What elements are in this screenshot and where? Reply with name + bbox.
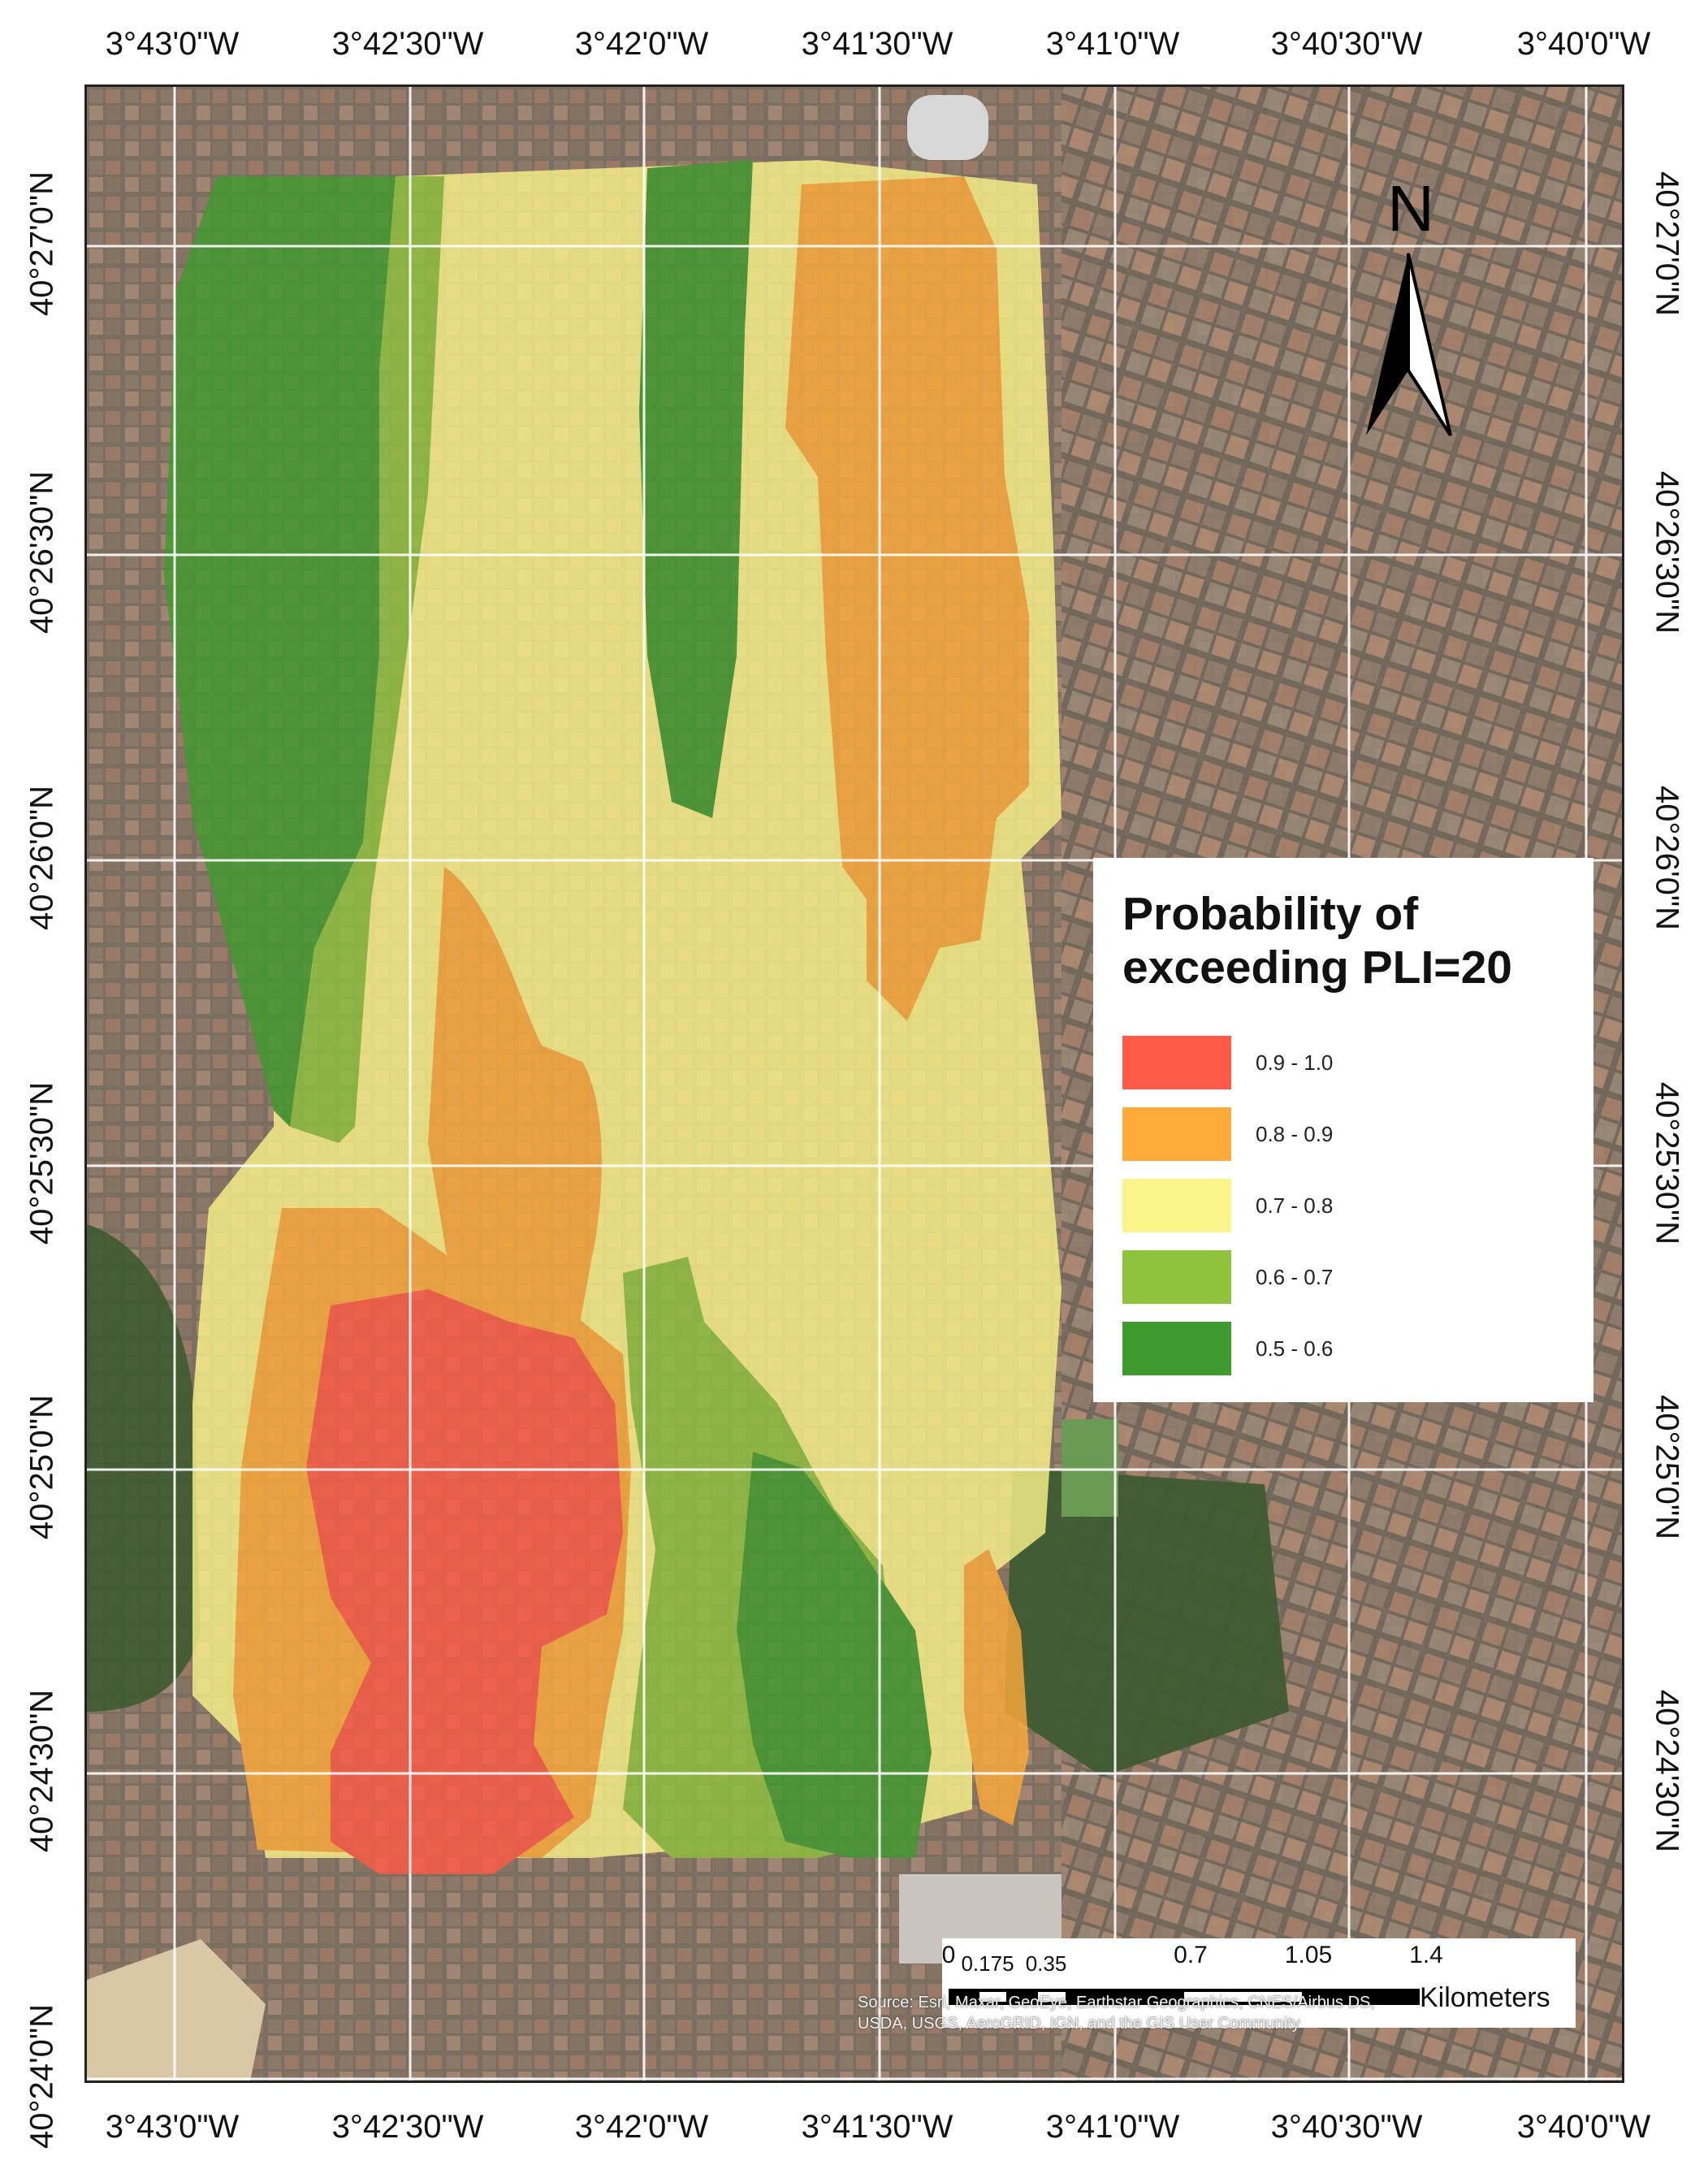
bottom-lon-label: 3°40'30"W: [1270, 2109, 1423, 2145]
zone-0.8-0.9: [964, 1549, 1029, 1825]
legend-swatch: [1122, 1036, 1231, 1089]
left-lat-label: 40°24'0"N: [24, 2004, 60, 2149]
open-lot: [87, 1939, 266, 2081]
legend-item: 0.6 - 0.7: [1122, 1241, 1564, 1313]
legend-rows: 0.9 - 1.0 0.8 - 0.9 0.7 - 0.8 0.6 - 0.7 0.5 …: [1122, 1027, 1564, 1384]
bottom-lon-label: 3°40'0"W: [1516, 2109, 1651, 2145]
scale-tick-label: 0.175: [961, 1951, 1014, 1976]
legend-label: 0.7 - 0.8: [1256, 1193, 1334, 1218]
zone-0.5-0.6: [639, 160, 753, 818]
scale-units: Kilometers: [1420, 1982, 1550, 2013]
legend-swatch: [1122, 1107, 1231, 1161]
legend: Probability of exceeding PLI=20 0.9 - 1.…: [1093, 858, 1593, 1402]
attribution: Source: Esri, Maxar, GeoEye, Earthstar G…: [858, 1992, 1572, 2034]
top-lon-label: 3°43'0"W: [105, 26, 240, 62]
legend-item: 0.8 - 0.9: [1122, 1098, 1564, 1170]
left-lat-label: 40°25'0"N: [24, 1395, 60, 1539]
legend-item: 0.7 - 0.8: [1122, 1170, 1564, 1241]
attribution-line: Source: Esri, Maxar, GeoEye, Earthstar G…: [858, 1994, 1375, 2011]
legend-title-line: exceeding PLI=20: [1122, 942, 1512, 994]
legend-item: 0.9 - 1.0: [1122, 1027, 1564, 1098]
zone-0.5-0.6: [164, 176, 396, 1127]
legend-swatch: [1122, 1179, 1231, 1232]
bottom-lon-label: 3°42'0"W: [574, 2109, 709, 2145]
right-lat-label: 40°26'30"N: [1649, 470, 1685, 634]
scale-bar-graphic: [949, 1989, 1420, 2005]
sports-field: [1062, 1419, 1118, 1517]
stadium: [907, 95, 988, 160]
map-frame: [84, 84, 1624, 2083]
attribution-line: USDA, USGS, AeroGRID, IGN, and the GIS U…: [858, 2015, 1300, 2033]
map-canvas: [87, 87, 1622, 2081]
zone-0.9-1.0: [306, 1289, 623, 1874]
zone-0.5-0.6: [737, 1452, 932, 1858]
left-lat-label: 40°25'30"N: [24, 1081, 60, 1245]
scale-bar: 0 0.175 0.35 0.7 1.05 1.4 Kilometers: [942, 1938, 1576, 2028]
top-lon-label: 3°41'0"W: [1045, 26, 1180, 62]
north-label: N: [1387, 175, 1434, 245]
top-lon-label: 3°41'30"W: [801, 26, 953, 62]
bottom-lon-label: 3°41'30"W: [801, 2109, 953, 2145]
scale-tick-label: 0: [941, 1942, 956, 1968]
right-lat-label: 40°27'0"N: [1649, 171, 1685, 316]
scale-tick-label: 1.05: [1284, 1942, 1333, 1968]
right-lat-label: 40°24'30"N: [1649, 1689, 1685, 1853]
legend-label: 0.6 - 0.7: [1256, 1264, 1334, 1289]
legend-title-line: Probability of: [1122, 888, 1419, 940]
zone-0.8-0.9: [785, 176, 1029, 1021]
left-lat-label: 40°26'0"N: [24, 786, 60, 930]
right-lat-label: 40°25'0"N: [1649, 1395, 1685, 1539]
left-lat-label: 40°27'0"N: [24, 171, 60, 316]
probability-zones: [164, 160, 1062, 1874]
bottom-lon-label: 3°42'30"W: [331, 2109, 484, 2145]
right-lat-label: 40°26'0"N: [1649, 786, 1685, 930]
top-lon-label: 3°40'30"W: [1270, 26, 1423, 62]
bottom-lon-label: 3°41'0"W: [1045, 2109, 1180, 2145]
top-lon-label: 3°42'0"W: [574, 26, 709, 62]
park-retiro: [1005, 1468, 1289, 1777]
left-lat-label: 40°26'30"N: [24, 470, 60, 634]
scale-tick-label: 1.4: [1409, 1942, 1443, 1968]
scale-tick-label: 0.35: [1025, 1951, 1067, 1976]
left-lat-label: 40°24'30"N: [24, 1689, 60, 1853]
legend-title: Probability of exceeding PLI=20: [1122, 887, 1564, 994]
right-lat-label: 40°25'30"N: [1649, 1081, 1685, 1245]
legend-label: 0.5 - 0.6: [1256, 1336, 1334, 1361]
top-lon-label: 3°40'0"W: [1516, 26, 1651, 62]
north-arrow-icon: N: [1366, 172, 1452, 437]
park-west: [87, 1224, 201, 1712]
legend-label: 0.8 - 0.9: [1256, 1121, 1334, 1146]
north-arrow: N: [1350, 172, 1472, 444]
top-lon-label: 3°42'30"W: [331, 26, 484, 62]
legend-swatch: [1122, 1322, 1231, 1375]
legend-item: 0.5 - 0.6: [1122, 1313, 1564, 1384]
bottom-lon-label: 3°43'0"W: [105, 2109, 240, 2145]
scale-tick-label: 0.7: [1174, 1942, 1208, 1968]
legend-label: 0.9 - 1.0: [1256, 1050, 1334, 1075]
legend-swatch: [1122, 1250, 1231, 1304]
zone-0.6-0.7: [290, 176, 444, 1143]
